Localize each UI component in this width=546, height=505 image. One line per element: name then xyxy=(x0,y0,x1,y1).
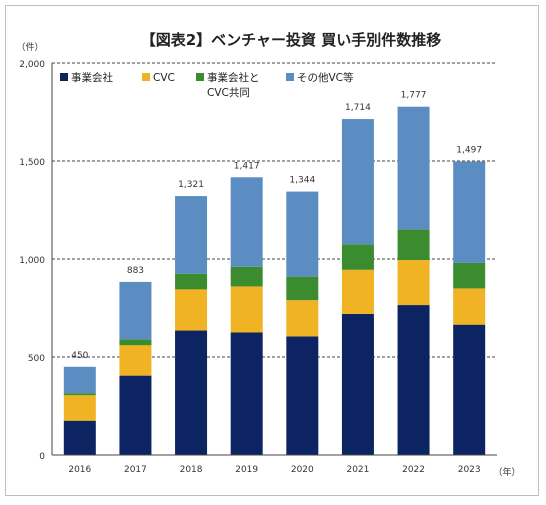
x-tick-label: 2018 xyxy=(180,465,203,475)
legend-swatch xyxy=(142,73,150,81)
bar-segment xyxy=(63,393,96,396)
bar-segment xyxy=(286,276,319,301)
bar-segment xyxy=(453,262,486,289)
bar-segment xyxy=(230,177,263,267)
legend-label: 事業会社と xyxy=(207,71,260,84)
bar-segment xyxy=(119,345,152,376)
total-label: 450 xyxy=(71,351,88,361)
bars xyxy=(63,106,486,455)
x-tick-label: 2023 xyxy=(458,465,481,475)
y-axis-unit-label: （件） xyxy=(16,41,43,53)
bar-segment xyxy=(175,273,208,290)
total-label: 1,497 xyxy=(456,146,482,156)
bar-segment xyxy=(453,288,486,325)
x-tick-label: 2022 xyxy=(402,465,425,475)
bar-segment xyxy=(63,420,96,455)
bar-segment xyxy=(286,300,319,337)
bar-segment xyxy=(397,229,430,260)
x-tick-label: 2016 xyxy=(68,465,91,475)
x-tick-label: 2021 xyxy=(346,465,369,475)
total-label: 883 xyxy=(127,266,144,276)
chart-title: 【図表2】ベンチャー投資 買い手別件数推移 xyxy=(141,31,442,49)
bar-segment xyxy=(341,119,374,245)
legend-swatch xyxy=(286,73,294,81)
axes xyxy=(51,63,497,456)
x-tick-label: 2020 xyxy=(291,465,314,475)
bar-segment xyxy=(286,336,319,455)
legend-label-line2: CVC共同 xyxy=(207,87,250,99)
legend-swatch xyxy=(60,73,68,81)
y-tick-label: 2,000 xyxy=(19,60,45,70)
bar-segment xyxy=(230,266,263,287)
bar-segment xyxy=(119,375,152,455)
legend-label: 事業会社 xyxy=(71,71,113,84)
bar-segment xyxy=(397,259,430,306)
bar-segment xyxy=(175,330,208,455)
total-label: 1,714 xyxy=(345,103,371,113)
legend-label: その他VC等 xyxy=(297,71,354,84)
bar-segment xyxy=(453,161,486,263)
y-tick-label: 0 xyxy=(39,452,45,462)
bar-segment xyxy=(119,339,152,346)
bar-segment xyxy=(230,332,263,455)
bar-segment xyxy=(63,395,96,421)
bar-segment xyxy=(341,244,374,270)
legend: 事業会社 CVC 事業会社と CVC共同 その他VC等 xyxy=(60,71,354,99)
bar-segment xyxy=(175,196,208,274)
bar-segment xyxy=(341,313,374,455)
total-label: 1,417 xyxy=(234,161,260,171)
bar-segment xyxy=(397,106,430,230)
legend-label: CVC xyxy=(153,72,175,84)
total-label: 1,321 xyxy=(178,180,204,190)
x-tick-label: 2017 xyxy=(124,465,147,475)
bar-segment xyxy=(397,305,430,455)
x-axis-unit-label: （年） xyxy=(493,466,520,478)
y-tick-label: 500 xyxy=(28,354,45,364)
y-tick-label: 1,500 xyxy=(19,158,45,168)
legend-swatch xyxy=(196,73,204,81)
total-labels: 450 883 1,321 1,417 1,344 1,714 1,777 1,497 xyxy=(71,91,482,361)
bar-segment xyxy=(63,366,96,394)
bar-segment xyxy=(230,286,263,333)
x-tick-label: 2019 xyxy=(235,465,258,475)
gridlines xyxy=(52,62,497,358)
total-label: 1,344 xyxy=(289,176,315,186)
tick-labels: 0 500 1,000 1,500 2,000 2016 2017 2018 2019 2020 2… xyxy=(19,60,480,475)
bar-segment xyxy=(341,269,374,314)
y-tick-label: 1,000 xyxy=(19,256,45,266)
bar-segment xyxy=(286,191,319,277)
total-label: 1,777 xyxy=(401,91,427,101)
bar-segment xyxy=(119,281,152,340)
bar-segment xyxy=(453,324,486,455)
bar-segment xyxy=(175,289,208,331)
